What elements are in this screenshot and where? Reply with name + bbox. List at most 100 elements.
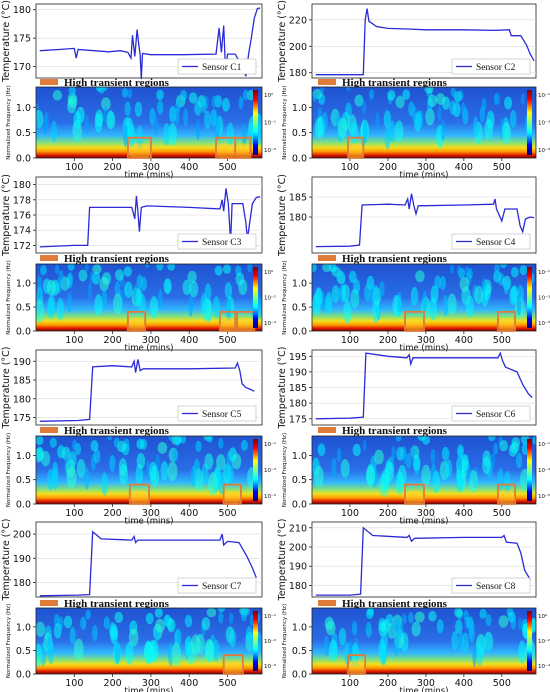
transient-legend-swatch bbox=[318, 255, 336, 261]
x-tick-label: 100 bbox=[65, 678, 83, 689]
y-tick-label: 0.0 bbox=[16, 327, 31, 338]
legend-label: Sensor C4 bbox=[476, 238, 516, 248]
y-tick-label: 0.5 bbox=[292, 475, 307, 486]
y-axis-label: Temperature (°C) bbox=[277, 347, 288, 430]
temperature-series bbox=[315, 8, 535, 76]
colorbar-tick-label: 10⁻¹ bbox=[538, 269, 550, 276]
x-tick-label: 200 bbox=[379, 162, 397, 173]
x-tick-label: 300 bbox=[417, 508, 435, 519]
x-tick-label: 400 bbox=[180, 508, 198, 519]
transient-box bbox=[127, 136, 152, 159]
colorbar-tick-label: 10⁻⁵ bbox=[538, 493, 550, 500]
transient-legend-swatch bbox=[40, 427, 58, 433]
y-tick-label: 180 bbox=[289, 68, 307, 79]
y-tick-label: 180 bbox=[13, 5, 31, 16]
spectrogram-c6: 0.0 0.5 1.0 100 200 300 400 500 time (mins) Norma… bbox=[282, 433, 550, 527]
y-tick-label: 180 bbox=[289, 399, 307, 410]
y-tick-label: 0.5 bbox=[292, 646, 307, 657]
plot-frame bbox=[311, 607, 537, 675]
x-tick-label: 300 bbox=[142, 162, 160, 173]
temperature-plot-c8: Temperature (°C) Sensor C8 High transient … bbox=[277, 519, 537, 610]
x-tick-label: 400 bbox=[180, 335, 198, 346]
transient-legend-label: High transient regions bbox=[342, 598, 448, 610]
transient-legend-label: High transient regions bbox=[64, 425, 170, 437]
colorbar-tick-label: 10⁻⁵ bbox=[264, 663, 276, 670]
y-tick-label: 1.0 bbox=[16, 279, 31, 290]
x-tick-label: 500 bbox=[218, 162, 236, 173]
y-tick-label: 0.0 bbox=[16, 670, 31, 681]
colorbar-tick-label: 10⁻¹ bbox=[264, 120, 276, 127]
y-tick-label: 0.5 bbox=[16, 475, 31, 486]
y-axis-label: Normalized Frequency (Hz) bbox=[6, 604, 12, 678]
temperature-plot-c7: Temperature (°C) Sensor C7 High transient … bbox=[1, 519, 263, 610]
spectrogram-c5: 0.0 0.5 1.0 100 200 300 400 500 time (mins) Norma… bbox=[6, 433, 276, 527]
y-tick-label: 1.0 bbox=[16, 103, 31, 114]
colorbar-tick-label: 10⁻¹ bbox=[538, 92, 550, 99]
colorbar-tick-label: 10⁻¹ bbox=[538, 441, 550, 448]
legend-label: Sensor C3 bbox=[202, 238, 242, 248]
spectrogram-texture bbox=[312, 264, 535, 331]
colorbar bbox=[527, 90, 532, 155]
y-tick-label: 0.5 bbox=[292, 303, 307, 314]
colorbar-tick-label: 10⁻⁵ bbox=[538, 147, 550, 154]
y-tick-label: 210 bbox=[289, 523, 307, 534]
spectrogram-c2: 0.0 0.5 1.0 100 200 300 400 500 time (mins) Norma… bbox=[282, 85, 550, 181]
spectrogram-texture bbox=[36, 436, 257, 504]
x-tick-label: 300 bbox=[142, 335, 160, 346]
x-axis-label: time (mins) bbox=[125, 687, 174, 692]
y-tick-label: 185 bbox=[289, 383, 307, 394]
spectrogram-texture bbox=[312, 87, 533, 158]
x-axis-label: time (mins) bbox=[125, 517, 174, 527]
y-tick-label: 1.0 bbox=[16, 622, 31, 633]
y-tick-label: 1.0 bbox=[16, 451, 31, 462]
x-tick-label: 200 bbox=[379, 335, 397, 346]
y-tick-label: 180 bbox=[289, 213, 307, 224]
y-tick-label: 190 bbox=[289, 562, 307, 573]
colorbar-tick-label: 10² bbox=[264, 92, 273, 99]
temperature-series bbox=[315, 193, 535, 248]
y-tick-label: 180 bbox=[289, 581, 307, 592]
transient-legend-label: High transient regions bbox=[342, 253, 448, 265]
y-tick-label: 0.0 bbox=[16, 500, 31, 511]
plot-frame bbox=[311, 86, 537, 159]
y-tick-label: 185 bbox=[289, 193, 307, 204]
colorbar bbox=[527, 439, 532, 501]
colorbar-tick-label: 10⁻⁴ bbox=[264, 320, 277, 327]
y-tick-label: 176 bbox=[13, 211, 31, 222]
y-tick-label: 180 bbox=[13, 578, 31, 589]
y-tick-label: 175 bbox=[13, 34, 31, 45]
y-axis-label: Normalized Frequency (Hz) bbox=[6, 433, 12, 507]
spectrogram-texture bbox=[36, 264, 262, 331]
y-axis-label: Temperature (°C) bbox=[1, 519, 12, 602]
x-tick-label: 200 bbox=[104, 508, 122, 519]
x-tick-label: 200 bbox=[379, 678, 397, 689]
x-axis-label: time (mins) bbox=[400, 517, 449, 527]
spectrogram-texture bbox=[36, 87, 262, 158]
x-axis-label: time (mins) bbox=[400, 171, 449, 181]
spectrogram-c4: 0.0 0.5 1.0 100 200 300 400 500 time (mins) Norma… bbox=[282, 260, 550, 353]
x-tick-label: 500 bbox=[493, 678, 511, 689]
y-tick-label: 190 bbox=[13, 554, 31, 565]
colorbar-tick-label: 10⁻² bbox=[538, 638, 550, 645]
y-tick-label: 0.0 bbox=[292, 154, 307, 165]
x-tick-label: 200 bbox=[379, 508, 397, 519]
transient-box bbox=[347, 654, 367, 675]
x-tick-label: 500 bbox=[493, 162, 511, 173]
legend-box bbox=[451, 405, 531, 422]
temperature-series bbox=[39, 530, 257, 597]
colorbar-tick-label: 10⁻² bbox=[264, 295, 276, 302]
y-tick-label: 190 bbox=[13, 357, 31, 368]
y-tick-label: 1.0 bbox=[292, 451, 307, 462]
legend-box bbox=[177, 58, 257, 75]
x-tick-label: 200 bbox=[104, 335, 122, 346]
legend-label: Sensor C7 bbox=[202, 582, 242, 592]
temperature-plot-c6: Temperature (°C) Sensor C6 High transient … bbox=[277, 347, 537, 437]
x-tick-label: 100 bbox=[341, 678, 359, 689]
transient-box bbox=[347, 136, 365, 159]
y-tick-label: 1.0 bbox=[292, 622, 307, 633]
transient-box bbox=[128, 483, 150, 505]
y-tick-label: 180 bbox=[13, 394, 31, 405]
y-tick-label: 170 bbox=[13, 62, 31, 73]
colorbar bbox=[253, 267, 258, 328]
